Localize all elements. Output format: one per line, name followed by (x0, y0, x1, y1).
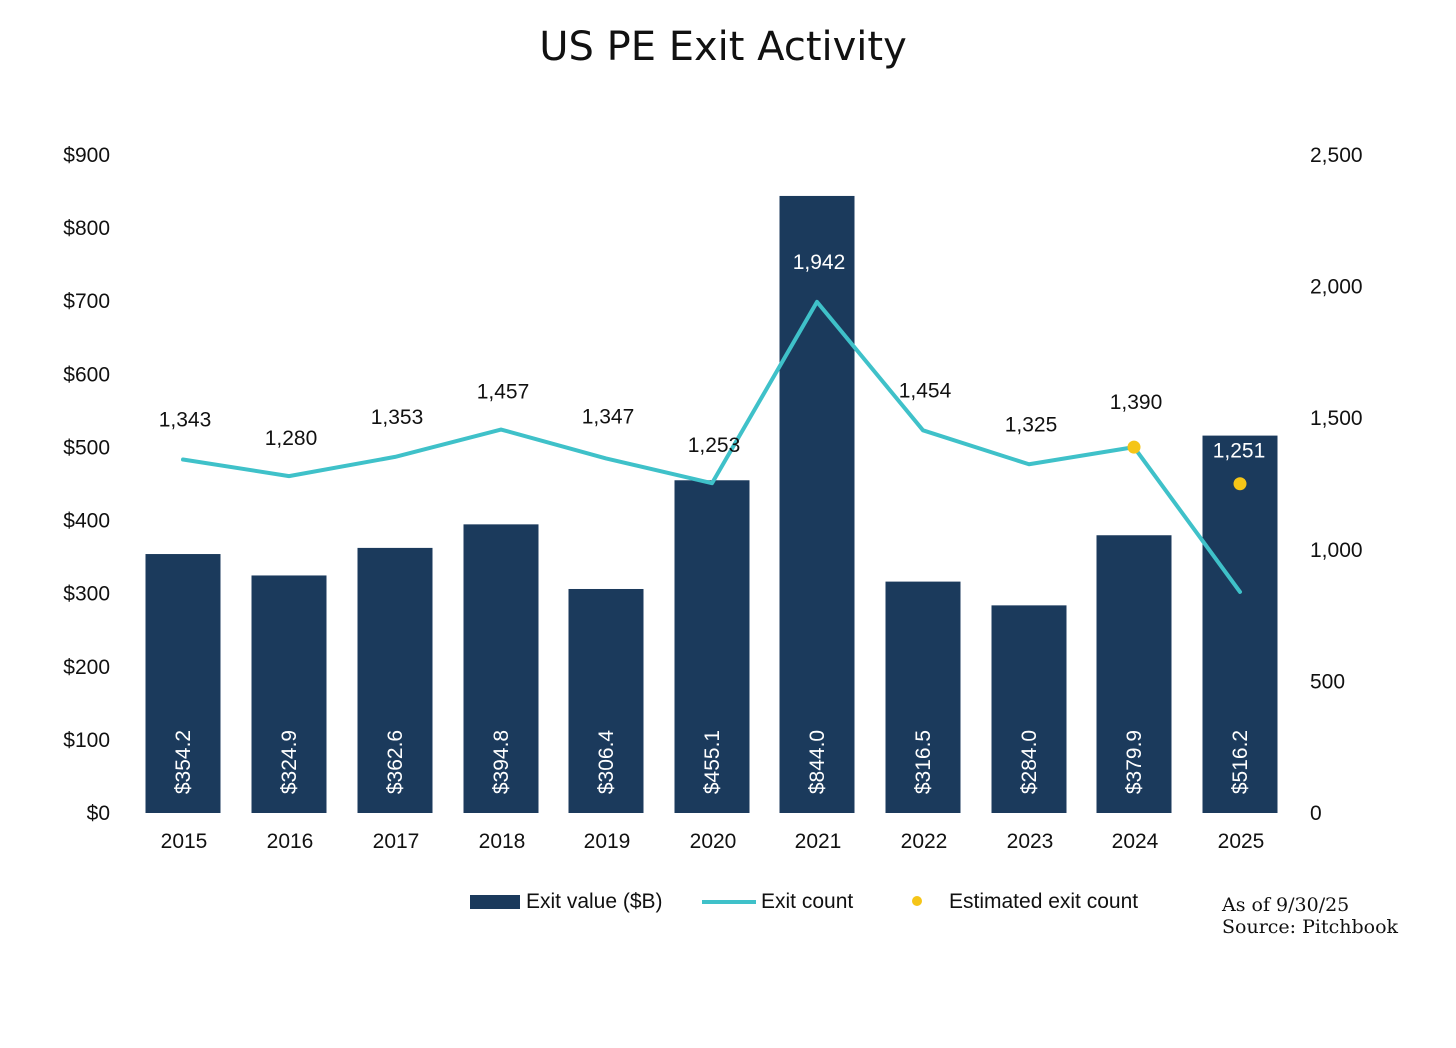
bar-2020 (674, 480, 750, 813)
exit-count-line-layer (181, 299, 1242, 594)
left-axis-tick: $400 (63, 510, 110, 533)
bar-2016 (251, 575, 327, 813)
bar-value-label: $354.2 (172, 730, 195, 794)
bar-labels-layer: $354.2 $324.9 $362.6 $394.8 $306.4 $455.1 $844… (172, 730, 1252, 795)
bar-value-label: $455.1 (701, 730, 724, 794)
exit-count-label: 1,457 (477, 381, 530, 404)
exit-count-label: 1,942 (793, 251, 846, 274)
count-labels-layer: 1,343 1,280 1,353 1,457 1,347 1,253 1,942 1,454… (159, 251, 1266, 463)
bar-2018 (463, 524, 539, 813)
exit-count-label: 1,325 (1005, 413, 1058, 436)
right-axis-tick: 2,500 (1310, 144, 1363, 167)
bar-value-label: $306.4 (595, 730, 618, 795)
x-axis-tick: 2025 (1218, 830, 1265, 853)
bar-2017 (357, 547, 433, 813)
bar-value-label: $284.0 (1018, 730, 1041, 794)
bar-value-label: $324.9 (278, 730, 301, 794)
exit-count-label: 1,280 (265, 427, 318, 450)
right-axis-tick: 0 (1310, 802, 1322, 825)
left-axis-tick: $800 (63, 217, 110, 240)
x-axis-tick: 2015 (161, 830, 208, 853)
legend: Exit value ($B) Exit count Estimated exi… (470, 890, 1138, 913)
estimated-point-2025 (1233, 477, 1247, 491)
as-of-note: As of 9/30/25 (1222, 894, 1350, 916)
estimated-point-2024 (1127, 440, 1141, 454)
left-axis: $0 $100 $200 $300 $400 $500 $600 $700 $800 $900 (63, 144, 110, 825)
exit-count-label: 1,353 (371, 406, 424, 429)
left-axis-tick: $600 (63, 363, 110, 386)
x-axis-tick: 2019 (584, 830, 631, 853)
estimated-points-layer (1127, 440, 1247, 491)
right-axis-tick: 1,000 (1310, 539, 1363, 562)
right-axis: 0 500 1,000 1,500 2,000 2,500 (1310, 144, 1363, 825)
legend-label-estimated: Estimated exit count (949, 890, 1138, 913)
legend-swatch-exit-value (470, 895, 520, 909)
exit-count-line (181, 299, 1242, 594)
legend-label-exit-value: Exit value ($B) (526, 890, 663, 913)
exit-count-label: 1,343 (159, 409, 212, 432)
bar-value-label: $379.9 (1123, 730, 1146, 794)
left-axis-tick: $0 (87, 802, 110, 825)
x-axis-tick: 2018 (479, 830, 526, 853)
right-axis-tick: 2,000 (1310, 276, 1363, 299)
bar-value-label: $316.5 (912, 730, 935, 794)
bar-value-label: $394.8 (490, 730, 513, 794)
left-axis-tick: $300 (63, 583, 110, 606)
bar-2019 (568, 588, 644, 813)
bar-value-label: $362.6 (384, 730, 407, 794)
bar-2024 (1096, 535, 1172, 813)
x-axis-tick: 2016 (267, 830, 314, 853)
right-axis-tick: 500 (1310, 670, 1345, 693)
estimated-count-label: 1,251 (1213, 440, 1266, 463)
exit-count-label: 1,454 (899, 379, 952, 402)
left-axis-tick: $100 (63, 729, 110, 752)
chart-title: US PE Exit Activity (539, 24, 907, 70)
x-axis-tick: 2023 (1007, 830, 1054, 853)
source-note: Source: Pitchbook (1222, 916, 1399, 938)
footnote: As of 9/30/25 Source: Pitchbook (1222, 894, 1398, 938)
bar-2025 (1202, 435, 1278, 813)
x-axis-tick: 2022 (901, 830, 948, 853)
x-axis-tick: 2017 (373, 830, 420, 853)
bar-value-label: $844.0 (806, 730, 829, 794)
bar-2022 (885, 581, 961, 813)
bar-2021 (779, 195, 855, 814)
exit-count-label: 1,253 (688, 434, 741, 457)
bar-2015 (145, 554, 221, 813)
exit-count-label: 1,347 (582, 405, 635, 428)
x-axis: 2015 2016 2017 2018 2019 2020 2021 2022 2023 2024… (161, 830, 1265, 853)
bars-layer (145, 195, 1278, 814)
bar-value-label: $516.2 (1229, 730, 1252, 794)
legend-label-exit-count: Exit count (761, 890, 853, 913)
right-axis-tick: 1,500 (1310, 407, 1363, 430)
x-axis-tick: 2021 (795, 830, 842, 853)
x-axis-tick: 2020 (690, 830, 737, 853)
legend-swatch-estimated (912, 896, 922, 906)
bar-2023 (991, 605, 1067, 813)
left-axis-tick: $900 (63, 144, 110, 167)
x-axis-tick: 2024 (1112, 830, 1159, 853)
exit-count-label: 1,390 (1110, 391, 1163, 414)
left-axis-tick: $200 (63, 656, 110, 679)
left-axis-tick: $500 (63, 436, 110, 459)
left-axis-tick: $700 (63, 290, 110, 313)
